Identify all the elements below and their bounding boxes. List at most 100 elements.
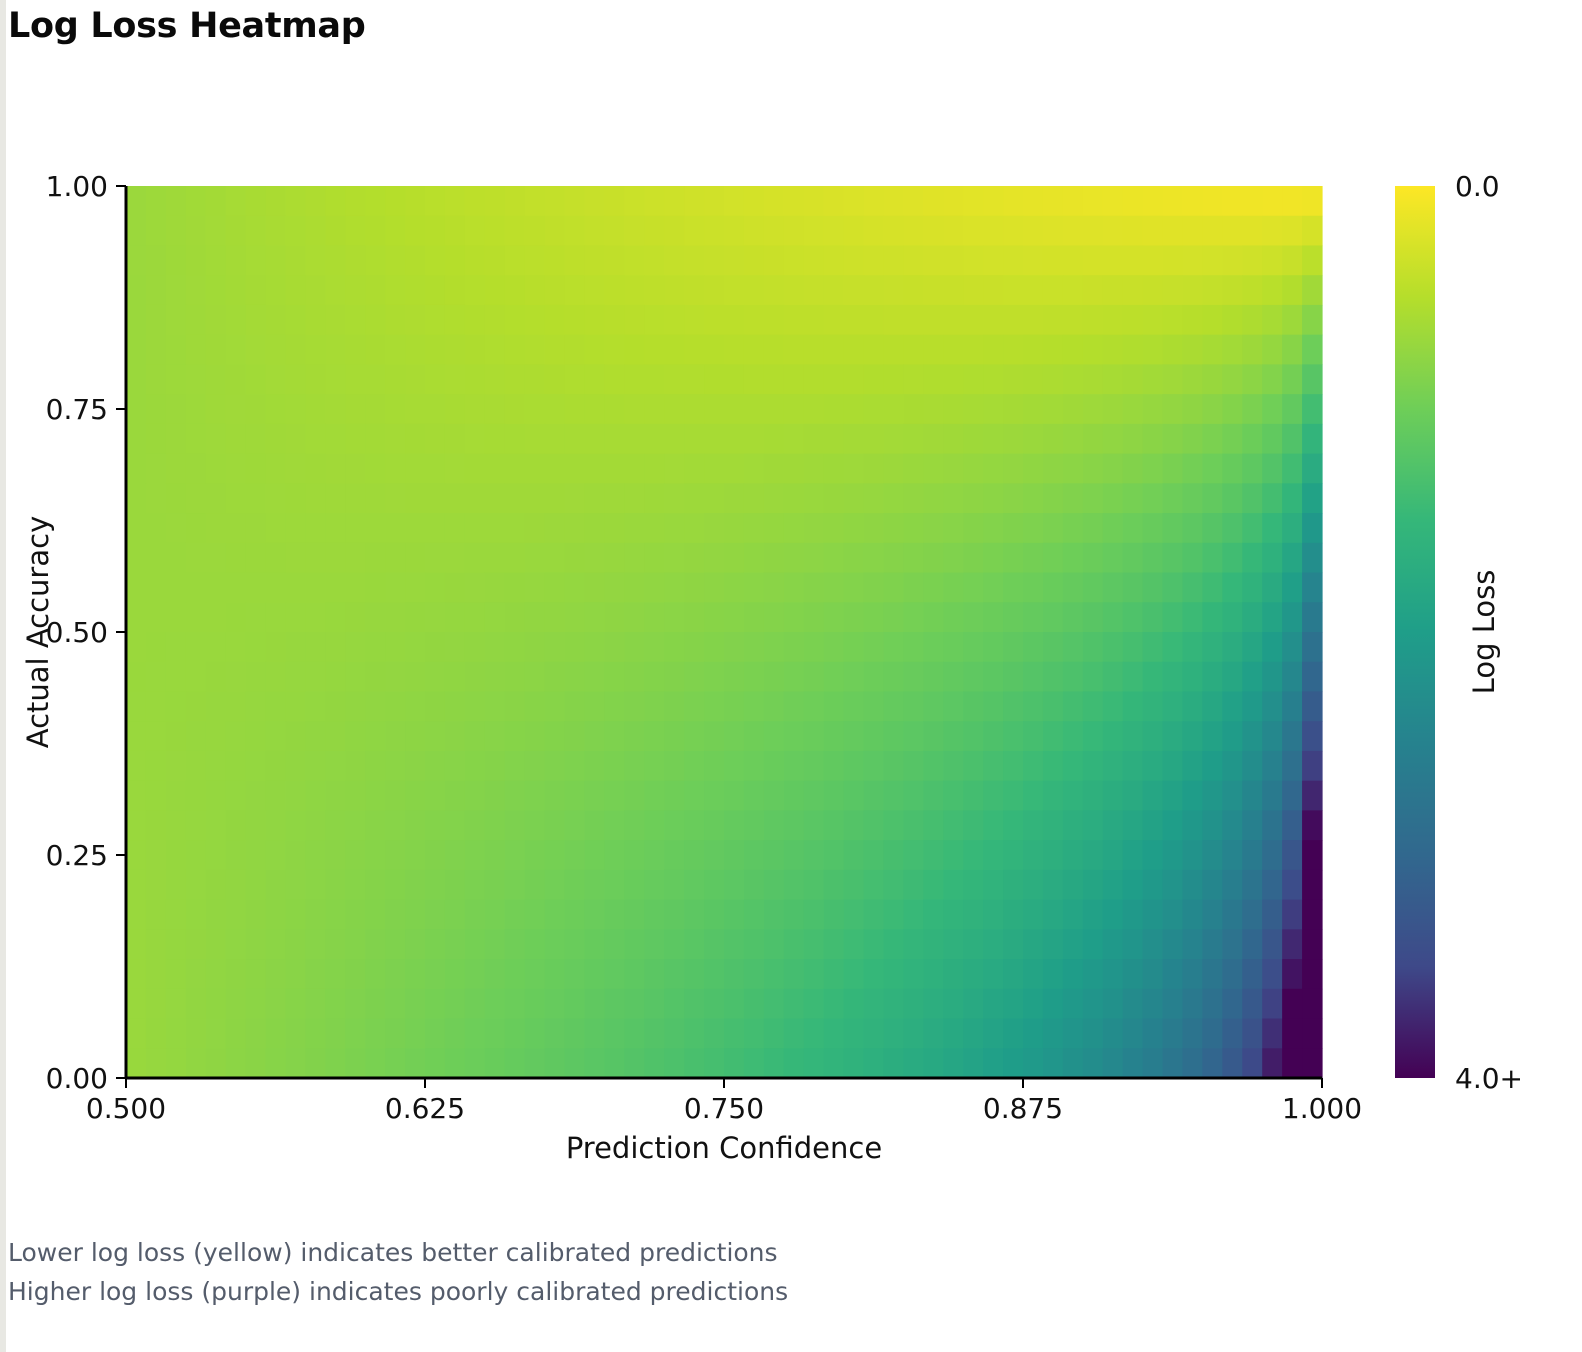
heatmap-cell [1142, 304, 1164, 336]
heatmap-cell [923, 810, 944, 841]
heatmap-cell [843, 364, 865, 395]
heatmap-cell [126, 245, 147, 276]
heatmap-cell [365, 780, 386, 811]
heatmap-cell [863, 394, 885, 425]
heatmap-cell [564, 750, 586, 782]
heatmap-cell [1302, 780, 1323, 811]
heatmap-cell [1182, 394, 1203, 425]
heatmap-cell [644, 542, 665, 574]
heatmap-cell [943, 959, 964, 990]
heatmap-cell [265, 542, 287, 574]
heatmap-cell [1162, 364, 1184, 395]
heatmap-cell [684, 542, 705, 574]
heatmap-cell [425, 810, 446, 841]
heatmap-cell [245, 1018, 267, 1049]
heatmap-cell [1182, 959, 1203, 990]
heatmap-cell [165, 869, 187, 901]
heatmap-cell [1182, 840, 1203, 871]
heatmap-cell [704, 513, 725, 544]
heatmap-cell [1023, 691, 1044, 722]
heatmap-cell [1062, 364, 1084, 395]
heatmap-cell [205, 453, 227, 484]
heatmap-cell [783, 750, 805, 782]
heatmap-cell [1162, 691, 1184, 722]
heatmap-cell [624, 334, 645, 365]
heatmap-cell [983, 929, 1004, 960]
heatmap-cell [843, 929, 865, 960]
heatmap-cell [823, 423, 845, 455]
heatmap-cell [724, 661, 745, 693]
heatmap-cell [823, 691, 845, 722]
heatmap-cell [345, 542, 366, 574]
heatmap-cell [345, 275, 366, 306]
heatmap-cell [225, 304, 247, 336]
heatmap-cell [484, 840, 506, 871]
heatmap-cell [803, 394, 825, 425]
heatmap-cell [1062, 810, 1084, 841]
heatmap-cell [464, 245, 486, 276]
heatmap-cell [225, 959, 247, 990]
heatmap-cell [564, 721, 586, 752]
heatmap-cell [1023, 929, 1044, 960]
heatmap-cell [903, 572, 924, 603]
heatmap-cell [1003, 245, 1024, 276]
heatmap-cell [983, 691, 1004, 722]
heatmap-cell [145, 632, 167, 663]
heatmap-cell [1262, 215, 1283, 247]
heatmap-cell [425, 186, 446, 217]
heatmap-cell [624, 304, 645, 336]
heatmap-cell [245, 186, 267, 217]
heatmap-cell [285, 1018, 306, 1049]
heatmap-cell [584, 929, 605, 960]
heatmap-cell [1282, 186, 1303, 217]
heatmap-cell [863, 215, 885, 247]
heatmap-cell [1222, 988, 1243, 1020]
heatmap-cell [724, 988, 745, 1020]
heatmap-cell [385, 572, 406, 603]
heatmap-cell [1162, 275, 1184, 306]
heatmap-cell [1202, 721, 1223, 752]
heatmap-cell [903, 869, 924, 901]
heatmap-cell [664, 1018, 685, 1049]
heatmap-cell [1062, 840, 1084, 871]
heatmap-cell [405, 929, 426, 960]
heatmap-cell [1302, 750, 1323, 782]
heatmap-cell [464, 602, 486, 633]
heatmap-cell [584, 869, 605, 901]
heatmap-cell [724, 721, 745, 752]
heatmap-cell [1222, 423, 1243, 455]
heatmap-cell [524, 840, 546, 871]
heatmap-cell [1042, 661, 1064, 693]
heatmap-cell [444, 245, 466, 276]
heatmap-cell [1242, 334, 1263, 365]
heatmap-cell [763, 542, 785, 574]
heatmap-cell [1122, 513, 1144, 544]
heatmap-cell [1102, 542, 1124, 574]
heatmap-cell [1222, 215, 1243, 247]
heatmap-cell [126, 394, 147, 425]
heatmap-cell [165, 810, 187, 841]
heatmap-cell [464, 483, 486, 514]
heatmap-cell [385, 810, 406, 841]
heatmap-cell [484, 186, 506, 217]
heatmap-cell [1082, 691, 1104, 722]
heatmap-cell [165, 275, 187, 306]
heatmap-cell [883, 304, 904, 336]
heatmap-cell [1182, 186, 1203, 217]
heatmap-cell [763, 304, 785, 336]
heatmap-cell [963, 929, 984, 960]
heatmap-cell [604, 691, 625, 722]
heatmap-cell [365, 988, 386, 1020]
heatmap-cell [803, 215, 825, 247]
heatmap-cell [664, 1048, 685, 1079]
heatmap-cell [963, 780, 984, 811]
heatmap-cell [1202, 364, 1223, 395]
heatmap-cell [1222, 929, 1243, 960]
heatmap-cell [704, 869, 725, 901]
heatmap-cell [145, 929, 167, 960]
heatmap-cell [464, 810, 486, 841]
heatmap-cell [1042, 245, 1064, 276]
heatmap-cell [624, 661, 645, 693]
heatmap-cell [803, 275, 825, 306]
heatmap-cell [923, 572, 944, 603]
